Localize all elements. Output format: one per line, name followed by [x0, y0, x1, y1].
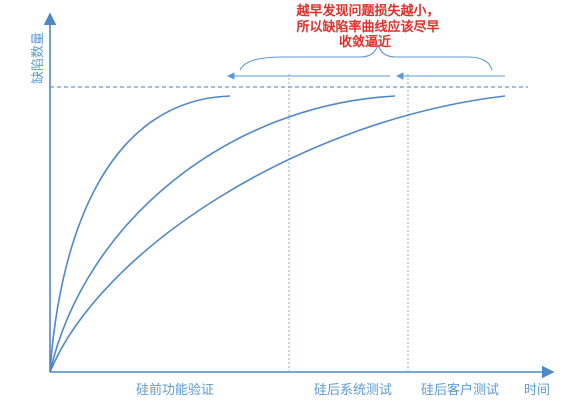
annotation-brace — [239, 43, 493, 71]
annotation-line-1: 越早发现问题损失越小， — [295, 3, 439, 19]
y-axis-label: 缺陷数量 — [31, 32, 46, 84]
x-axis-label: 时间 — [524, 383, 550, 398]
defect-curve-late-convergence — [49, 95, 506, 373]
annotation-line-2: 所以缺陷率曲线应该尽早 — [296, 19, 439, 35]
annotation-line-3: 收敛逼近 — [339, 34, 391, 50]
phase-label-postsilicon-customer: 硅后客户测试 — [421, 382, 499, 398]
defect-curve-early-convergence — [49, 95, 231, 373]
phase-label-postsilicon-system: 硅后系统测试 — [314, 383, 392, 398]
phase-label-presilicon: 硅前功能验证 — [136, 382, 214, 398]
defect-curve-mid-convergence — [49, 95, 396, 373]
